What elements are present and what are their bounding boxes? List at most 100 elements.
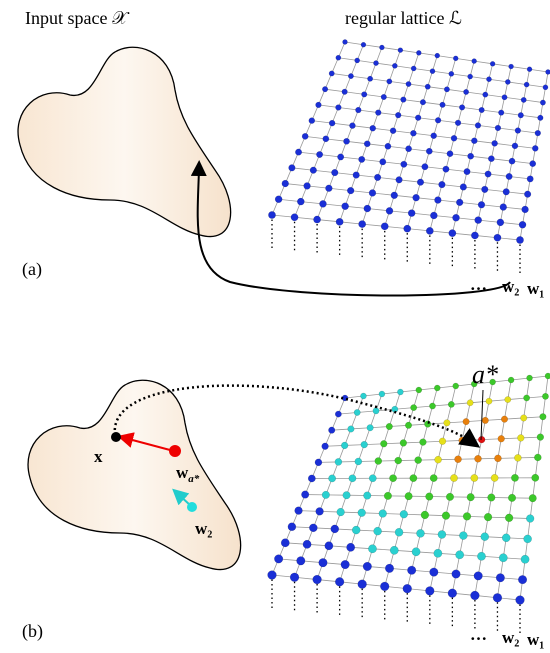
lattice-node [444,87,449,92]
lattice-node [359,156,365,162]
lattice-node [512,143,518,149]
figure: Input space 𝒳 regular lattice ℒ (a) … w₂… [0,0,550,653]
lattice-node [546,70,550,75]
lattice-node [342,203,349,210]
lattice-node [493,593,502,602]
lattice-node [527,176,533,182]
lattice-edge [451,74,470,77]
lattice-node [467,493,475,501]
lattice-node [479,107,485,113]
lattice-node [391,192,398,199]
lattice-node [415,115,421,121]
lattice-node [543,85,548,90]
lattice-node [381,223,388,230]
lattice-node [509,64,514,69]
lattice-a [268,40,550,276]
lattice-node [413,194,420,201]
lattice-node [506,173,512,179]
lattice-node [430,568,439,577]
lattice-edge [414,68,433,71]
lattice-node [490,61,495,66]
lattice-node [369,190,376,197]
lattice-node [410,475,417,482]
lattice-node [474,455,481,462]
lattice-node [435,117,441,123]
lattice-node [379,391,385,397]
lattice-node [430,69,435,74]
lattice-node [425,84,430,89]
lattice-node [291,214,298,221]
lattice-node [521,97,526,102]
lattice-node [349,475,356,482]
lattice-node [499,554,507,562]
lattice-node [440,102,446,108]
lattice-node [475,123,481,129]
lattice-node [288,523,296,531]
lattice-node [352,526,360,534]
lattice-node [534,454,541,461]
lattice-node [517,435,524,442]
lattice-node [325,185,332,192]
lattice-node [491,474,498,481]
lattice-node [486,398,492,404]
lattice-node [406,146,412,152]
lattice-node [400,440,407,447]
lattice-node [482,417,489,424]
lattice-node [478,201,485,208]
lattice-node [545,373,550,379]
lattice-node [434,197,441,204]
lattice-node [328,427,335,434]
lattice-node [520,415,527,422]
lattice-node [289,165,296,172]
lattice-node [319,558,328,567]
lattice-edge [400,50,418,53]
lattice-node [439,438,446,445]
lattice-node [380,159,386,165]
lattice-node [448,401,454,407]
lattice-node [392,63,397,68]
lattice-node [486,77,491,82]
lattice-node [500,204,507,211]
lattice-node [316,151,322,157]
x-point [111,432,121,442]
lattice-node [410,130,416,136]
lattice-node [485,171,491,177]
lattice-node [379,45,384,50]
lattice-node [309,524,317,532]
lattice-node [411,66,416,71]
lattice-node [455,456,462,463]
lattice-node [532,145,538,151]
lattice-node [308,475,315,482]
lattice-node [348,73,353,78]
lattice-edge [493,64,511,67]
lattice-edge [508,82,527,85]
lattice-edge [363,45,381,48]
lattice-node [341,442,348,449]
lattice-node [468,153,474,159]
lattice-node [275,196,282,203]
lattice-node [323,136,329,142]
lattice-node [514,454,521,461]
lattice-node [516,236,523,243]
lattice-node [328,475,335,482]
lattice-node [417,179,424,186]
lattice-node [518,112,524,118]
lattice-node [364,205,371,212]
lattice-edge [456,58,474,61]
lattice-node [443,166,449,172]
lattice-node [502,95,507,100]
lattice-node [538,115,544,121]
lattice-node [281,539,289,547]
lattice-node [511,474,518,481]
lattice-node [380,440,387,447]
dots: … [470,625,487,644]
lattice-node [355,107,361,113]
lattice-node [313,575,322,584]
lattice-node [335,411,341,417]
lattice-node [401,161,407,167]
lattice-node [361,92,367,98]
lattice-node [408,210,415,217]
lattice-node [325,542,333,550]
lattice-node [395,457,402,464]
lattice-node [395,528,403,536]
